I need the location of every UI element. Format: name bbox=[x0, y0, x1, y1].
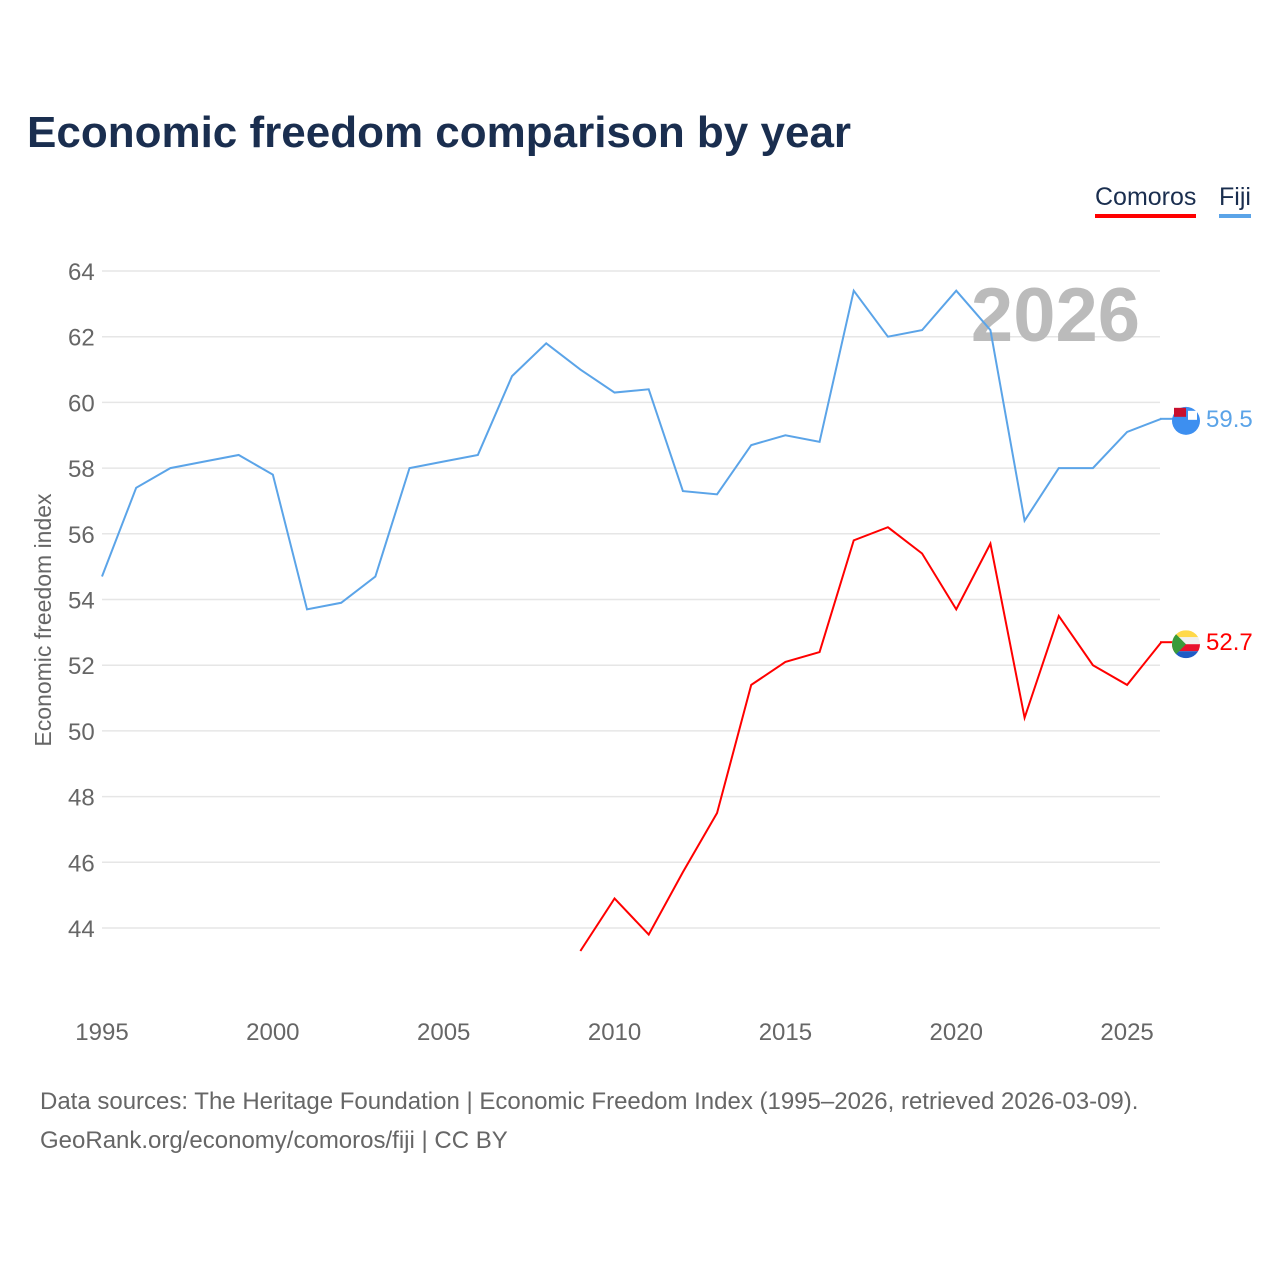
x-tick-label: 2015 bbox=[759, 1019, 812, 1046]
end-value-label-comoros: 52.7 bbox=[1206, 629, 1253, 656]
legend-item-fiji[interactable]: Fiji bbox=[1219, 183, 1251, 218]
y-tick-label: 56 bbox=[68, 522, 95, 549]
fiji-flag-shield bbox=[1188, 410, 1197, 420]
comoros-flag-icon bbox=[1172, 630, 1186, 659]
comoros-flag-stripe bbox=[1172, 630, 1200, 638]
x-tick-label: 2000 bbox=[246, 1019, 299, 1046]
end-value-label-fiji: 59.5 bbox=[1206, 406, 1253, 433]
x-tick-label: 2020 bbox=[930, 1019, 983, 1046]
y-tick-label: 64 bbox=[68, 259, 95, 286]
legend-item-comoros[interactable]: Comoros bbox=[1095, 183, 1197, 218]
y-tick-label: 52 bbox=[68, 653, 95, 680]
series-line-comoros bbox=[579, 526, 1163, 952]
y-tick-label: 60 bbox=[68, 390, 95, 417]
y-tick-label: 48 bbox=[68, 785, 95, 812]
y-tick-label: 54 bbox=[68, 588, 95, 615]
x-tick-label: 1995 bbox=[75, 1019, 128, 1046]
y-tick-label: 50 bbox=[68, 719, 95, 746]
x-tick-label: 2005 bbox=[417, 1019, 470, 1046]
comoros-flag-stripe bbox=[1172, 644, 1200, 652]
y-tick-label: 58 bbox=[68, 456, 95, 483]
page-title: Economic freedom comparison by year bbox=[27, 108, 852, 157]
series-line-fiji bbox=[101, 288, 1162, 611]
source-link[interactable]: GeoRank.org/economy/comoros/fiji | CC BY bbox=[40, 1127, 508, 1154]
y-tick-label: 44 bbox=[68, 916, 95, 943]
year-watermark: 2026 bbox=[971, 273, 1140, 358]
fiji-flag-union bbox=[1174, 407, 1186, 417]
x-tick-label: 2025 bbox=[1100, 1019, 1153, 1046]
y-tick-label: 62 bbox=[68, 325, 95, 352]
y-axis-title: Economic freedom index bbox=[30, 493, 56, 747]
y-tick-label: 46 bbox=[68, 850, 95, 877]
comoros-flag-stripe bbox=[1172, 637, 1200, 645]
x-tick-label: 2010 bbox=[588, 1019, 641, 1046]
source-line: Data sources: The Heritage Foundation | … bbox=[40, 1088, 1139, 1115]
comoros-flag-stripe bbox=[1172, 651, 1200, 659]
